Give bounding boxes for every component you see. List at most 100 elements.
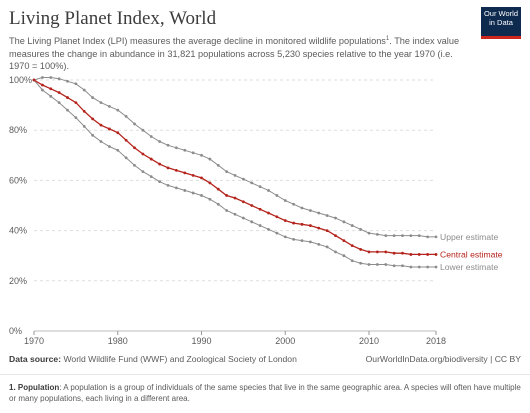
data-point-lower[interactable] (225, 209, 229, 212)
data-point-lower[interactable] (116, 148, 120, 152)
data-point-central[interactable] (116, 131, 120, 135)
data-point-central[interactable] (183, 171, 187, 175)
data-point-lower[interactable] (350, 259, 354, 263)
data-point-central[interactable] (32, 78, 36, 82)
data-point-upper[interactable] (216, 163, 220, 167)
data-point-upper[interactable] (283, 199, 287, 202)
data-point-upper[interactable] (342, 220, 346, 224)
data-point-lower[interactable] (233, 212, 237, 216)
data-point-lower[interactable] (417, 265, 421, 269)
data-point-central[interactable] (367, 250, 371, 254)
data-point-upper[interactable] (116, 108, 120, 112)
data-point-central[interactable] (49, 87, 53, 91)
data-point-upper[interactable] (275, 194, 279, 197)
data-point-central[interactable] (334, 234, 337, 238)
data-point-lower[interactable] (409, 265, 413, 269)
data-point-lower[interactable] (49, 94, 53, 98)
data-point-lower[interactable] (359, 261, 363, 265)
data-point-lower[interactable] (191, 191, 195, 195)
data-point-lower[interactable] (300, 239, 304, 243)
data-point-lower[interactable] (216, 202, 220, 206)
data-point-lower[interactable] (200, 194, 203, 197)
data-point-lower[interactable] (57, 101, 61, 104)
data-point-lower[interactable] (208, 197, 212, 201)
data-point-central[interactable] (40, 83, 44, 87)
data-point-central[interactable] (191, 173, 195, 177)
data-point-upper[interactable] (267, 189, 270, 192)
data-point-central[interactable] (74, 101, 78, 104)
data-point-upper[interactable] (250, 181, 254, 185)
data-point-lower[interactable] (241, 216, 245, 220)
data-point-upper[interactable] (258, 185, 262, 189)
data-point-upper[interactable] (292, 202, 296, 206)
data-point-central[interactable] (99, 123, 103, 127)
data-point-central[interactable] (434, 253, 438, 256)
data-point-lower[interactable] (401, 264, 404, 268)
data-point-upper[interactable] (325, 214, 329, 217)
data-point-upper[interactable] (40, 76, 44, 79)
data-point-central[interactable] (258, 207, 262, 211)
data-point-lower[interactable] (91, 133, 95, 137)
data-point-upper[interactable] (350, 224, 354, 227)
data-point-central[interactable] (426, 253, 430, 256)
data-point-upper[interactable] (191, 151, 195, 155)
data-point-central[interactable] (283, 219, 287, 222)
data-point-upper[interactable] (57, 77, 61, 81)
data-point-upper[interactable] (434, 235, 438, 239)
data-point-lower[interactable] (267, 227, 270, 231)
data-point-lower[interactable] (367, 263, 371, 266)
data-point-upper[interactable] (107, 104, 111, 108)
data-point-lower[interactable] (149, 175, 153, 179)
data-point-upper[interactable] (141, 128, 145, 132)
data-point-central[interactable] (384, 250, 388, 254)
series-label-central[interactable]: Central estimate (440, 249, 503, 259)
data-point-lower[interactable] (74, 116, 78, 120)
data-point-lower[interactable] (317, 243, 321, 246)
data-point-lower[interactable] (375, 263, 379, 266)
data-point-central[interactable] (308, 224, 312, 227)
data-point-upper[interactable] (241, 177, 245, 181)
data-point-central[interactable] (300, 222, 304, 226)
data-point-central[interactable] (375, 250, 379, 254)
data-point-upper[interactable] (384, 234, 388, 238)
data-point-central[interactable] (317, 226, 321, 230)
data-point-lower[interactable] (158, 180, 162, 184)
data-point-central[interactable] (325, 229, 329, 233)
data-point-upper[interactable] (367, 231, 371, 235)
data-point-central[interactable] (200, 176, 203, 180)
data-point-lower[interactable] (183, 189, 187, 192)
data-point-central[interactable] (292, 221, 296, 225)
data-point-lower[interactable] (292, 237, 296, 241)
data-point-central[interactable] (225, 194, 229, 197)
data-point-upper[interactable] (200, 153, 203, 157)
data-point-upper[interactable] (392, 234, 396, 238)
data-point-central[interactable] (149, 157, 153, 161)
data-point-central[interactable] (158, 162, 162, 166)
data-point-upper[interactable] (300, 206, 304, 210)
data-point-central[interactable] (417, 253, 421, 256)
data-point-lower[interactable] (275, 231, 279, 235)
data-point-lower[interactable] (40, 88, 44, 92)
footer-link[interactable]: OurWorldInData.org/biodiversity | CC BY (365, 354, 521, 364)
data-point-central[interactable] (267, 211, 270, 215)
data-point-lower[interactable] (141, 170, 145, 174)
data-point-lower[interactable] (250, 220, 254, 224)
data-point-lower[interactable] (334, 250, 337, 254)
data-point-central[interactable] (57, 91, 61, 94)
data-point-lower[interactable] (392, 264, 396, 268)
data-point-lower[interactable] (124, 156, 128, 160)
data-point-central[interactable] (392, 251, 396, 255)
data-point-lower[interactable] (325, 245, 329, 249)
data-point-lower[interactable] (99, 140, 103, 143)
data-point-upper[interactable] (183, 148, 187, 152)
data-point-lower[interactable] (66, 108, 69, 112)
data-point-central[interactable] (166, 166, 170, 170)
data-point-lower[interactable] (133, 163, 136, 167)
data-point-upper[interactable] (409, 234, 413, 238)
data-point-lower[interactable] (82, 125, 86, 128)
data-point-central[interactable] (250, 204, 254, 207)
data-point-central[interactable] (82, 109, 86, 113)
data-point-lower[interactable] (426, 265, 430, 269)
data-point-upper[interactable] (166, 143, 170, 147)
data-point-upper[interactable] (334, 216, 337, 220)
